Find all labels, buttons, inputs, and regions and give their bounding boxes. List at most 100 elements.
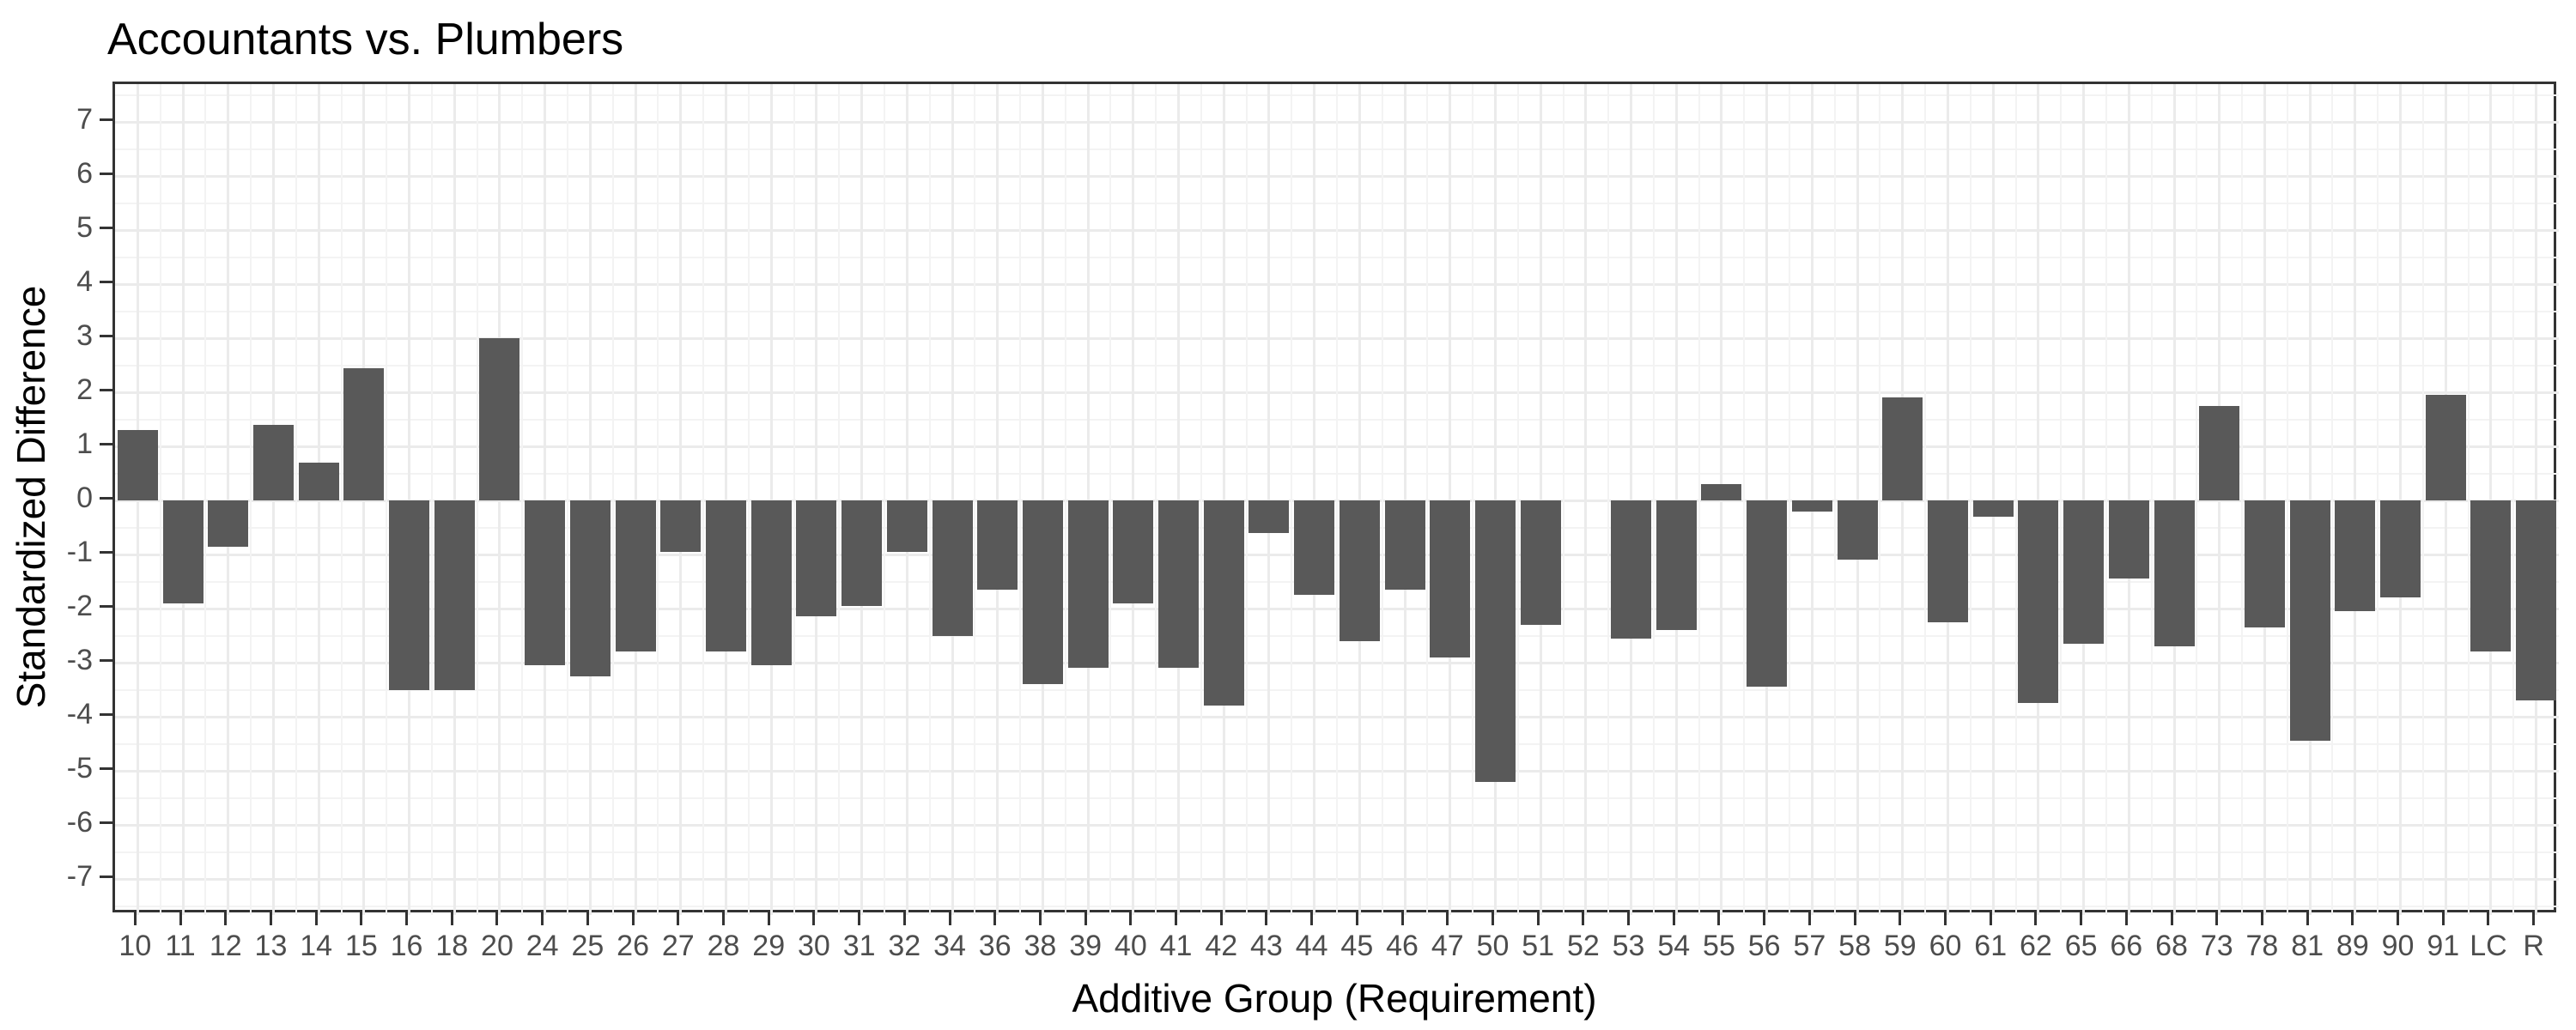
x-tick-label: 42 — [1205, 930, 1238, 962]
x-tick-label: 10 — [118, 930, 152, 962]
x-tick-mark — [1084, 912, 1087, 925]
x-tick-label: 81 — [2291, 930, 2324, 962]
x-tick-mark — [1536, 912, 1540, 925]
y-tick-label: 3 — [76, 319, 93, 352]
bar — [841, 500, 883, 606]
y-tick-mark — [100, 388, 112, 391]
y-tick-label: -3 — [66, 644, 93, 676]
x-tick-mark — [948, 912, 951, 925]
bar — [525, 500, 566, 666]
x-tick-mark — [677, 912, 680, 925]
v-gridline-minor — [838, 84, 841, 915]
v-gridline-major — [1132, 84, 1135, 915]
bar — [252, 424, 294, 500]
v-gridline-major — [1358, 84, 1361, 915]
bar — [1203, 500, 1244, 706]
v-gridline-major — [2308, 84, 2312, 915]
x-tick-mark — [269, 912, 272, 925]
x-tick-mark — [1400, 912, 1404, 925]
x-tick-label: 31 — [842, 930, 876, 962]
x-tick-label: 38 — [1024, 930, 1057, 962]
v-gridline-major — [905, 84, 908, 915]
v-gridline-major — [2082, 84, 2086, 915]
bar — [2018, 500, 2059, 704]
x-tick-mark — [2441, 912, 2445, 925]
bar — [932, 500, 973, 636]
x-tick-label: 41 — [1159, 930, 1193, 962]
v-gridline-minor — [2377, 84, 2379, 915]
x-tick-label: 50 — [1476, 930, 1510, 962]
x-tick-label: 26 — [617, 930, 649, 962]
bar — [2289, 500, 2330, 742]
v-gridline-minor — [1064, 84, 1066, 915]
v-gridline-minor — [386, 84, 388, 915]
x-tick-label: 25 — [571, 930, 605, 962]
y-tick-label: 1 — [76, 427, 93, 460]
x-tick-label: 20 — [481, 930, 513, 962]
x-tick-mark — [405, 912, 409, 925]
bar — [1520, 500, 1561, 625]
v-gridline-minor — [793, 84, 795, 915]
x-tick-mark — [1989, 912, 1992, 925]
v-gridline-major — [1674, 84, 1678, 915]
bar — [1474, 500, 1516, 782]
v-gridline-minor — [2241, 84, 2244, 915]
x-tick-label: 73 — [2200, 930, 2233, 962]
v-gridline-minor — [1019, 84, 1022, 915]
x-tick-mark — [1446, 912, 1449, 925]
v-gridline-major — [1947, 84, 1949, 915]
v-gridline-minor — [2014, 84, 2017, 915]
bar — [389, 500, 430, 690]
x-tick-mark — [858, 912, 861, 925]
v-gridline-minor — [521, 84, 524, 915]
y-tick-label: 5 — [76, 211, 93, 244]
v-gridline-minor — [476, 84, 478, 915]
x-tick-mark — [2306, 912, 2309, 925]
bar — [1656, 500, 1697, 631]
x-tick-label: 68 — [2155, 930, 2188, 962]
x-tick-label: LC — [2470, 930, 2507, 962]
x-tick-mark — [1672, 912, 1675, 925]
y-tick-label: 6 — [76, 157, 93, 190]
v-gridline-major — [725, 84, 727, 915]
x-tick-mark — [314, 912, 318, 925]
y-tick-mark — [100, 658, 112, 662]
x-tick-mark — [495, 912, 499, 925]
x-tick-mark — [1310, 912, 1314, 925]
x-tick-mark — [133, 912, 137, 925]
v-gridline-minor — [928, 84, 931, 915]
x-tick-label: 36 — [978, 930, 1012, 962]
v-gridline-minor — [1381, 84, 1383, 915]
x-tick-label: 65 — [2064, 930, 2098, 962]
bar — [117, 430, 158, 500]
v-gridline-minor — [567, 84, 569, 915]
v-gridline-minor — [250, 84, 252, 915]
bar — [2199, 405, 2240, 500]
x-tick-mark — [993, 912, 997, 925]
v-gridline-minor — [1155, 84, 1157, 915]
v-gridline-major — [860, 84, 864, 915]
v-gridline-major — [2263, 84, 2266, 915]
v-gridline-major — [1856, 84, 1859, 915]
x-tick-label: 29 — [752, 930, 786, 962]
y-tick-label: 7 — [76, 103, 93, 136]
v-gridline-minor — [204, 84, 207, 915]
v-gridline-major — [181, 84, 185, 915]
bar — [1747, 500, 1788, 688]
x-tick-label: 45 — [1340, 930, 1374, 962]
v-gridline-minor — [1562, 84, 1564, 915]
v-gridline-major — [1449, 84, 1452, 915]
x-tick-label: 56 — [1747, 930, 1781, 962]
x-tick-label: 28 — [707, 930, 740, 962]
x-tick-mark — [722, 912, 725, 925]
x-tick-label: 57 — [1793, 930, 1826, 962]
v-gridline-major — [1177, 84, 1181, 915]
v-gridline-major — [453, 84, 456, 915]
y-tick-label: -6 — [66, 806, 93, 839]
x-tick-mark — [1763, 912, 1766, 925]
v-gridline-minor — [1969, 84, 1971, 915]
x-tick-mark — [767, 912, 770, 925]
x-tick-mark — [1944, 912, 1947, 925]
bar — [2154, 500, 2195, 647]
y-tick-label: 4 — [76, 265, 93, 298]
